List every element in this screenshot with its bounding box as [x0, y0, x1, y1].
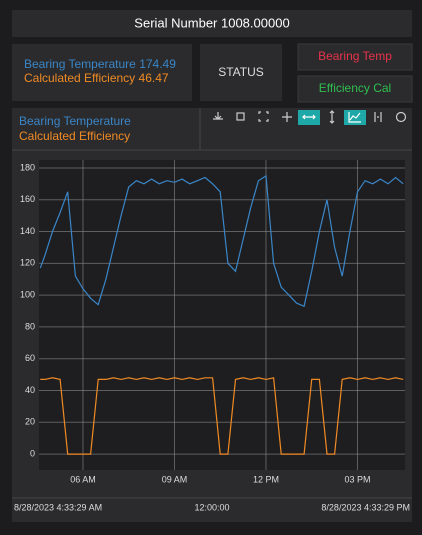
button-label[interactable]: Efficiency Cal [319, 81, 391, 95]
y-tick-label: 140 [20, 226, 35, 236]
x-tick-label: 03 PM [344, 474, 370, 484]
legend-entry: Bearing Temperature [19, 114, 131, 128]
y-tick-label: 0 [30, 448, 35, 458]
status-panel [200, 44, 282, 101]
toolbar [213, 110, 407, 125]
legend-entry: Calculated Efficiency [19, 129, 130, 143]
plot: 0 20 40 60 80 100 120 140 160 180 06 AM 09 AM 12 PM 0… [20, 160, 405, 484]
compare-icon[interactable] [374, 112, 382, 122]
button[interactable] [297, 75, 413, 103]
readout: Bearing Temperature 174.49 [24, 57, 176, 71]
range-start: 8/28/2023 4:33:29 AM [14, 502, 102, 512]
reset-icon[interactable] [395, 111, 407, 123]
readout-label: Calculated Efficiency [24, 71, 135, 85]
y-tick-label: 180 [20, 162, 35, 172]
x-tick-label: 12 PM [253, 474, 279, 484]
button-label[interactable]: Bearing Temp [318, 49, 392, 63]
y-tick-label: 160 [20, 194, 35, 204]
pan-icon[interactable] [282, 112, 292, 122]
zoom-y-icon[interactable] [329, 110, 335, 124]
y-tick-label: 60 [25, 353, 35, 363]
y-tick-label: 100 [20, 290, 35, 300]
download-icon[interactable] [213, 112, 223, 120]
series-line [40, 377, 404, 455]
y-tick-label: 20 [25, 417, 35, 427]
autoscale-icon[interactable] [258, 111, 269, 122]
header-bar [12, 10, 412, 37]
range-end: 8/28/2023 4:33:29 PM [321, 502, 410, 512]
range-mid: 12:00:00 [194, 502, 229, 512]
readout-value: 46.47 [139, 71, 169, 85]
readout-value: 174.49 [139, 57, 176, 71]
y-tick-label: 40 [25, 385, 35, 395]
y-tick-label: 80 [25, 321, 35, 331]
zoom-icon[interactable] [236, 112, 245, 121]
zoom-x-icon[interactable] [302, 114, 316, 120]
status: STATUS [218, 65, 264, 79]
y-tick-label: 120 [20, 258, 35, 268]
chart-icon[interactable] [348, 112, 361, 123]
readout: Calculated Efficiency 46.47 [24, 71, 169, 85]
readout-panel [12, 44, 192, 101]
series-line [39, 174, 404, 308]
x-tick-label: 09 AM [162, 474, 188, 484]
x-tick-label: 06 AM [70, 474, 96, 484]
button[interactable] [297, 43, 413, 71]
readout-label: Bearing Temperature [24, 57, 136, 71]
header-title: Serial Number 1008.00000 [134, 15, 289, 30]
